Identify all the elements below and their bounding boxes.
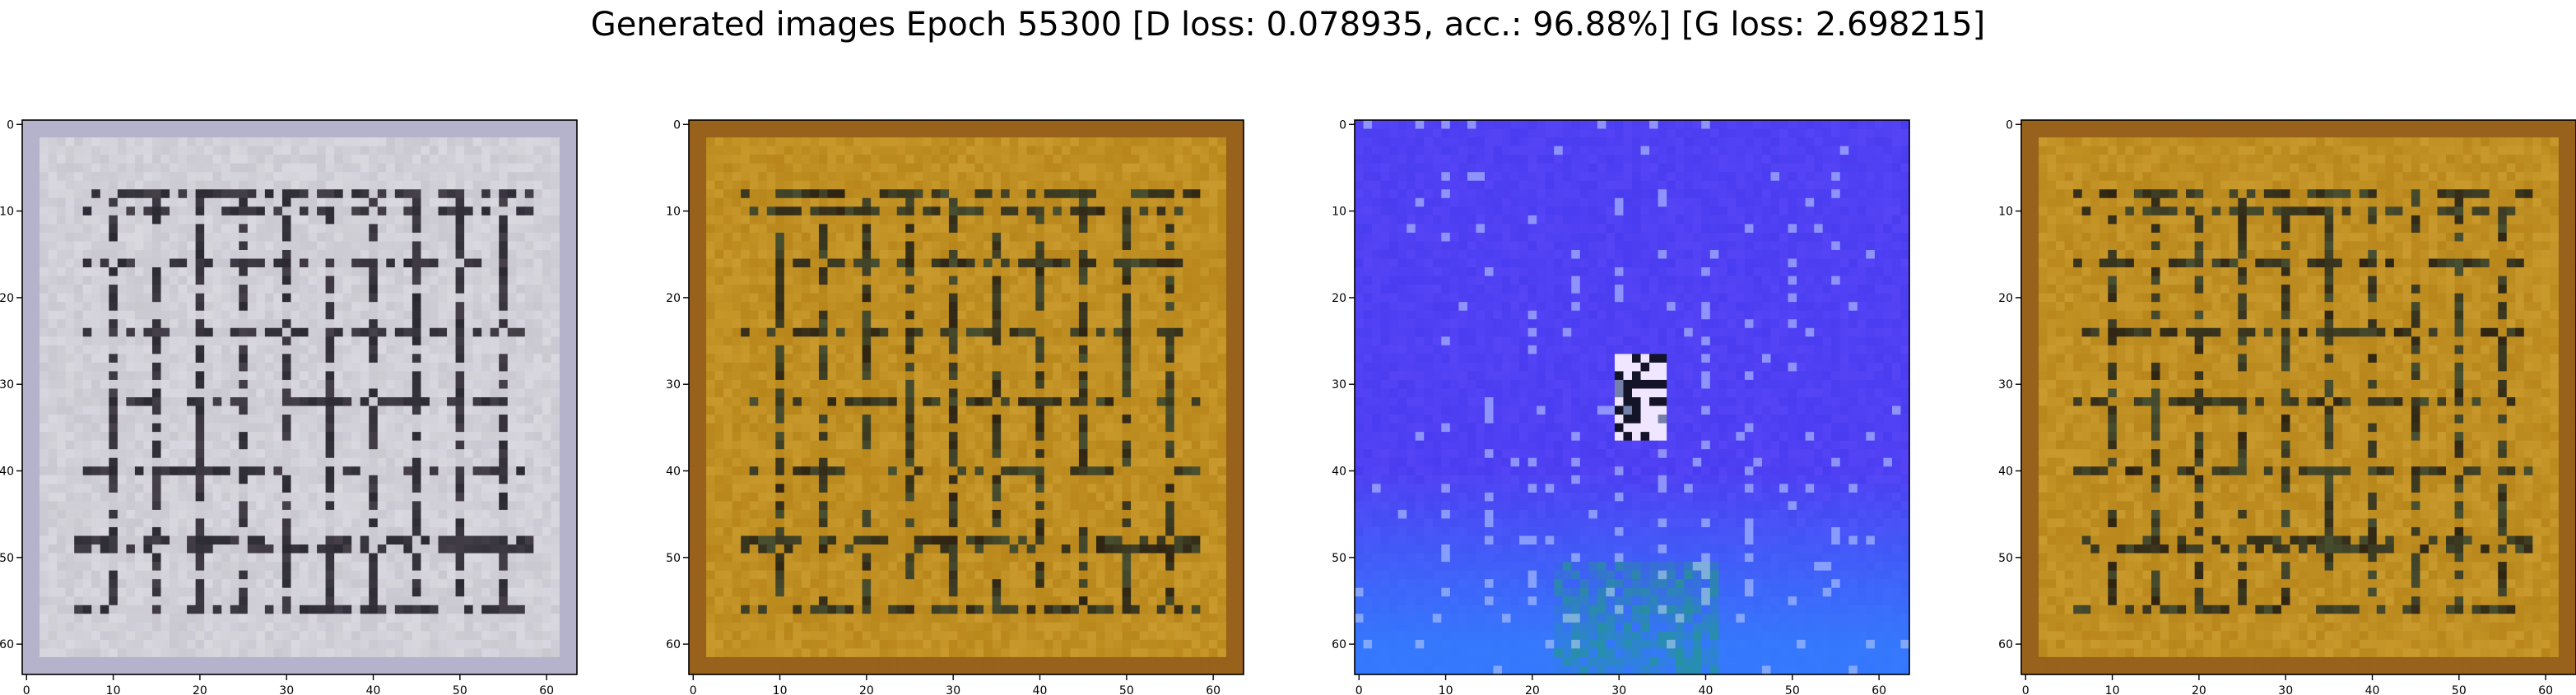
image-1-y-tick-label: 10	[0, 206, 14, 219]
image-3-x-tick-label: 50	[1785, 684, 1800, 695]
image-1-y-tick-label: 40	[0, 466, 14, 479]
image-1-x-tick-label: 60	[539, 684, 554, 695]
image-2-y-tick-label: 30	[666, 378, 681, 392]
image-1-y-tick-label: 0	[7, 118, 14, 132]
image-3-y-tick-label: 10	[1332, 206, 1346, 219]
image-1-y-tick-label: 20	[0, 292, 14, 305]
image-2-frame	[688, 119, 1244, 675]
image-1-x-tick-label: 20	[193, 684, 207, 695]
image-4-y-tick-label: 20	[1998, 292, 2013, 305]
image-2-x-tick-label: 40	[1033, 684, 1048, 695]
image-4-x-tick-label: 40	[2365, 684, 2380, 695]
image-3-pixels	[1355, 120, 1910, 675]
image-4-y-tick-label: 50	[1998, 552, 2013, 565]
image-2-x-tick-label: 20	[859, 684, 874, 695]
image-2-x-tick-label: 50	[1119, 684, 1134, 695]
image-2-y-tick-label: 60	[666, 638, 681, 651]
image-1-pixels	[22, 120, 578, 675]
image-3-x-tick-label: 10	[1439, 684, 1453, 695]
image-2-y-tick-label: 10	[666, 206, 681, 219]
image-1-x-tick-label: 0	[23, 684, 30, 695]
image-4-y-tick-label: 10	[1998, 206, 2013, 219]
image-1-axes: 0 0 10 10 20 20 30 30 40 40 50 50 60 60	[0, 118, 578, 695]
image-2-x-tick-label: 0	[690, 684, 697, 695]
image-2-axes: 0 0 10 10 20 20 30 30 40 40 50 50 60 60	[666, 118, 1244, 695]
image-1-y-tick-label: 60	[0, 638, 14, 651]
image-1-x-tick-label: 30	[279, 684, 294, 695]
image-1-x-tick-label: 10	[106, 684, 121, 695]
image-4-axes: 0 0 10 10 20 20 30 30 40 40 50 50 60 60	[1998, 118, 2576, 695]
image-2-x-tick-label: 60	[1206, 684, 1221, 695]
image-1-frame	[21, 119, 578, 675]
image-3-y-tick-label: 30	[1332, 378, 1346, 392]
image-3-y-tick-label: 0	[1339, 118, 1346, 132]
image-4-x-tick-label: 50	[2452, 684, 2467, 695]
image-3-y-tick-label: 40	[1332, 466, 1346, 479]
image-3-frame	[1354, 119, 1910, 675]
image-3-x-tick-label: 0	[1355, 684, 1363, 695]
image-2-y-tick-label: 20	[666, 292, 681, 305]
image-4-y-tick-label: 0	[2006, 118, 2013, 132]
image-4-x-tick-label: 0	[2022, 684, 2030, 695]
image-2-y-tick-label: 50	[666, 552, 681, 565]
image-3-x-tick-label: 60	[1872, 684, 1886, 695]
image-4-y-tick-label: 60	[1998, 638, 2013, 651]
image-4-x-tick-label: 20	[2192, 684, 2206, 695]
image-4-frame	[2020, 119, 2576, 675]
image-3-y-tick-label: 20	[1332, 292, 1346, 305]
image-4-y-tick-label: 30	[1998, 378, 2013, 392]
image-3-x-tick-label: 20	[1525, 684, 1540, 695]
image-3-x-tick-label: 40	[1699, 684, 1713, 695]
image-2-pixels	[689, 120, 1244, 675]
image-4-x-tick-label: 30	[2278, 684, 2293, 695]
image-3-y-tick-label: 60	[1332, 638, 1346, 651]
image-2-x-tick-label: 10	[773, 684, 788, 695]
image-4-pixels	[2021, 120, 2576, 675]
image-3-x-tick-label: 30	[1611, 684, 1626, 695]
image-2-y-tick-label: 0	[673, 118, 681, 132]
image-3-y-tick-label: 50	[1332, 552, 1346, 565]
image-1-y-tick-label: 30	[0, 378, 14, 392]
image-1-y-tick-label: 50	[0, 552, 14, 565]
image-3-axes: 0 0 10 10 20 20 30 30 40 40 50 50 60 60	[1332, 118, 1910, 695]
figure-title: Generated images Epoch 55300 [D loss: 0.…	[590, 6, 1986, 44]
image-2-y-tick-label: 40	[666, 466, 681, 479]
image-2-x-tick-label: 30	[946, 684, 960, 695]
image-1-x-tick-label: 40	[366, 684, 381, 695]
image-4-y-tick-label: 40	[1998, 466, 2013, 479]
image-4-x-tick-label: 60	[2538, 684, 2553, 695]
image-1-x-tick-label: 50	[453, 684, 467, 695]
image-4-x-tick-label: 10	[2105, 684, 2120, 695]
